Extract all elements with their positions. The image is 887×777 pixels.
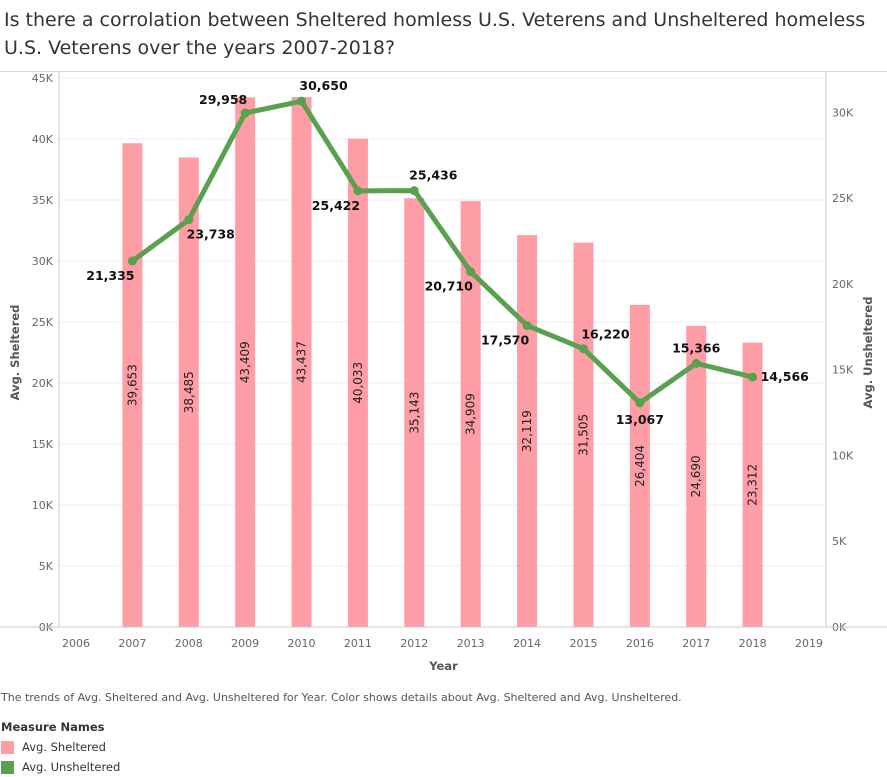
- line-label: 30,650: [299, 78, 348, 93]
- bar-label: 43,409: [238, 341, 252, 383]
- line-series-unsheltered: [127, 96, 758, 408]
- bar: [178, 157, 199, 627]
- line-point: [466, 267, 476, 277]
- x-tick-label: 2008: [175, 637, 203, 650]
- x-tick-label: 2016: [626, 637, 654, 650]
- bar: [742, 342, 763, 627]
- bar: [291, 97, 312, 627]
- bar: [347, 138, 368, 627]
- x-axis-title: Year: [428, 659, 458, 673]
- line-label: 29,958: [199, 92, 247, 107]
- y-tick-label: 35K: [32, 194, 54, 207]
- bar-label: 39,653: [125, 364, 139, 406]
- bar-label: 34,909: [464, 393, 478, 435]
- legend-swatch-unsheltered: [1, 760, 14, 774]
- x-tick-label: 2006: [62, 637, 90, 650]
- line-point: [691, 358, 701, 368]
- bar-label: 23,312: [746, 464, 760, 506]
- bar: [235, 97, 256, 627]
- y2-tick-label: 30K: [832, 106, 854, 119]
- y-tick-label: 10K: [32, 499, 54, 512]
- y2-tick-label: 5K: [832, 535, 847, 548]
- bar-label: 35,143: [407, 392, 421, 434]
- legend-title: Measure Names: [1, 720, 105, 734]
- y2-tick-label: 10K: [832, 449, 854, 462]
- bar-label: 43,437: [295, 341, 309, 383]
- line-point: [127, 256, 137, 266]
- x-tick-label: 2012: [400, 637, 428, 650]
- y-tick-label: 5K: [39, 560, 54, 573]
- legend-item-unsheltered[interactable]: Avg. Unsheltered: [1, 757, 120, 777]
- line-label: 16,220: [581, 327, 630, 342]
- line-point: [409, 186, 419, 196]
- line-point: [297, 96, 307, 106]
- x-tick-label: 2018: [739, 637, 767, 650]
- y-tick-label: 30K: [32, 255, 54, 268]
- gridlines: [59, 77, 826, 567]
- legend-swatch-sheltered: [1, 740, 14, 754]
- chart-caption: The trends of Avg. Sheltered and Avg. Un…: [1, 691, 682, 704]
- line-label: 25,422: [312, 198, 360, 213]
- bar: [573, 242, 594, 627]
- bar: [404, 198, 425, 627]
- bar-label: 40,033: [351, 362, 365, 404]
- y-tick-label: 20K: [32, 377, 54, 390]
- x-tick-label: 2015: [569, 637, 597, 650]
- legend-label-unsheltered: Avg. Unsheltered: [22, 760, 121, 774]
- legend-label-sheltered: Avg. Sheltered: [22, 740, 106, 754]
- line-label: 17,570: [481, 333, 530, 348]
- bar: [122, 143, 143, 627]
- line-point: [353, 186, 363, 196]
- y-tick-label: 15K: [32, 438, 54, 451]
- x-tick-label: 2013: [457, 637, 485, 650]
- y2-axis-title: Avg. Unsheltered: [861, 297, 875, 409]
- line-label: 15,366: [672, 340, 721, 355]
- combo-chart: 39,653 38,485 43,409 43,437 40,033 35,143 34,9…: [0, 72, 887, 673]
- line-point: [240, 108, 250, 118]
- x-tick-label: 2009: [231, 637, 259, 650]
- line-label: 13,067: [616, 412, 664, 427]
- bar-label: 24,690: [689, 455, 703, 497]
- bar-label: 38,485: [182, 371, 196, 413]
- x-tick-label: 2011: [344, 637, 372, 650]
- bar: [517, 235, 538, 627]
- line-point: [184, 215, 194, 225]
- bar: [629, 304, 650, 627]
- bar-label: 31,505: [576, 414, 590, 456]
- y-tick-label: 25K: [32, 316, 54, 329]
- line-label: 14,566: [761, 369, 810, 384]
- x-tick-label: 2019: [795, 637, 823, 650]
- bar-labels: 39,653 38,485 43,409 43,437 40,033 35,143 34,9…: [125, 341, 759, 506]
- y2-tick-label: 15K: [832, 364, 854, 377]
- y-tick-label: 40K: [32, 133, 54, 146]
- bar: [460, 201, 481, 627]
- bar-series-sheltered: [122, 97, 763, 627]
- bar-label: 32,119: [520, 410, 534, 452]
- line-point: [522, 321, 532, 331]
- legend: Measure Names Avg. Sheltered Avg. Unshel…: [1, 720, 120, 777]
- line-label: 20,710: [425, 279, 474, 294]
- x-tick-label: 2010: [288, 637, 316, 650]
- title-divider: [0, 71, 887, 72]
- y-axis-title: Avg. Sheltered: [8, 305, 22, 401]
- x-tick-label: 2014: [513, 637, 541, 650]
- bar: [686, 325, 707, 627]
- legend-item-sheltered[interactable]: Avg. Sheltered: [1, 737, 120, 757]
- line-label: 21,335: [86, 268, 134, 283]
- y-tick-label: 45K: [32, 72, 54, 85]
- bar-label: 26,404: [633, 445, 647, 487]
- chart-title: Is there a corrolation between Sheltered…: [4, 9, 866, 59]
- line-point: [578, 344, 588, 354]
- x-tick-label: 2007: [118, 637, 146, 650]
- line-label: 23,738: [187, 227, 235, 242]
- line-point: [635, 398, 645, 408]
- y2-tick-label: 20K: [832, 278, 854, 291]
- line-point: [748, 372, 758, 382]
- series-line: [129, 98, 756, 406]
- axes: 0K5K10K15K20K25K30K35K40K45K0K5K10K15K20…: [0, 72, 887, 673]
- line-label: 25,436: [409, 168, 458, 183]
- line-labels: 21,335 23,738 29,958 30,650 25,422 25,436 20,7…: [86, 78, 809, 427]
- y2-tick-label: 25K: [832, 192, 854, 205]
- x-tick-label: 2017: [682, 637, 710, 650]
